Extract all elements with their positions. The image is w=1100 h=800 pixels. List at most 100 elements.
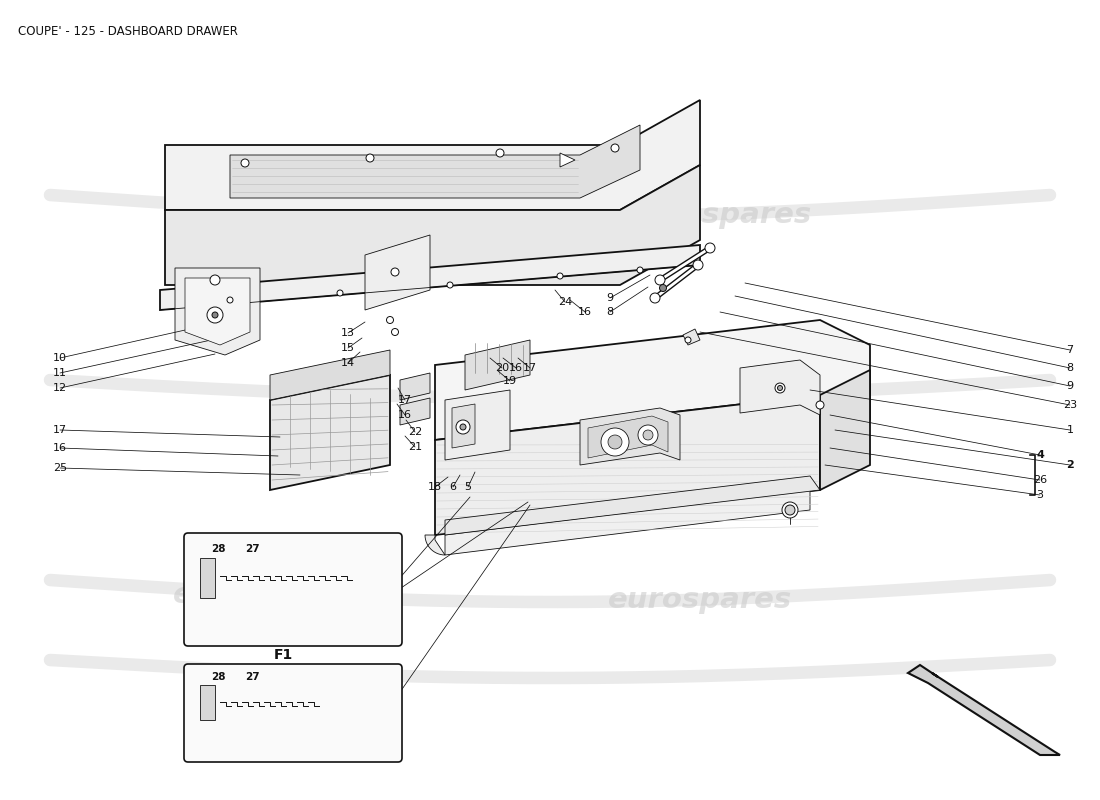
Text: eurospares: eurospares [173, 206, 358, 234]
Circle shape [390, 268, 399, 276]
Circle shape [778, 386, 782, 390]
Polygon shape [200, 685, 214, 720]
Polygon shape [185, 278, 250, 345]
Text: 28: 28 [211, 672, 226, 682]
Text: 27: 27 [244, 672, 260, 682]
Text: 23: 23 [1063, 400, 1077, 410]
Polygon shape [160, 245, 700, 310]
Polygon shape [400, 373, 430, 400]
Text: 20: 20 [495, 363, 509, 373]
Text: 25: 25 [53, 463, 67, 473]
Polygon shape [446, 390, 510, 460]
Circle shape [456, 420, 470, 434]
Circle shape [816, 401, 824, 409]
Polygon shape [683, 329, 700, 345]
Circle shape [601, 428, 629, 456]
Polygon shape [908, 665, 1060, 755]
Polygon shape [175, 268, 260, 355]
Text: 22: 22 [408, 427, 422, 437]
Text: 13: 13 [341, 328, 355, 338]
Polygon shape [165, 100, 700, 210]
Polygon shape [425, 535, 446, 555]
Text: 14: 14 [341, 358, 355, 368]
Text: eurospares: eurospares [173, 581, 358, 609]
Circle shape [386, 317, 394, 323]
Circle shape [705, 243, 715, 253]
Text: 6: 6 [450, 482, 456, 492]
Circle shape [782, 502, 797, 518]
Text: 5: 5 [464, 482, 472, 492]
Circle shape [496, 149, 504, 157]
Text: 7: 7 [1066, 345, 1074, 355]
Polygon shape [434, 320, 870, 440]
Text: COUPE' - 125 - DASHBOARD DRAWER: COUPE' - 125 - DASHBOARD DRAWER [18, 25, 238, 38]
Circle shape [608, 435, 622, 449]
Text: eurospares: eurospares [608, 586, 792, 614]
Text: 21: 21 [408, 442, 422, 452]
Polygon shape [446, 490, 810, 555]
Text: 9: 9 [606, 293, 614, 303]
Polygon shape [465, 340, 530, 390]
Text: 3: 3 [1036, 490, 1044, 500]
Polygon shape [580, 408, 680, 465]
Text: 26: 26 [1033, 475, 1047, 485]
Text: 8: 8 [606, 307, 614, 317]
Text: 17: 17 [398, 395, 412, 405]
Circle shape [776, 383, 785, 393]
Circle shape [610, 144, 619, 152]
Circle shape [557, 273, 563, 279]
Circle shape [785, 505, 795, 515]
Circle shape [392, 329, 398, 335]
Text: 27: 27 [244, 544, 260, 554]
Text: 24: 24 [558, 297, 572, 307]
Polygon shape [365, 235, 430, 310]
Polygon shape [230, 125, 640, 198]
Text: 10: 10 [53, 353, 67, 363]
FancyBboxPatch shape [184, 533, 402, 646]
Text: 28: 28 [211, 544, 226, 554]
Text: 2: 2 [1066, 460, 1074, 470]
Circle shape [693, 260, 703, 270]
Text: 17: 17 [522, 363, 537, 373]
Circle shape [241, 159, 249, 167]
Circle shape [210, 275, 220, 285]
Polygon shape [434, 395, 820, 535]
Text: 12: 12 [53, 383, 67, 393]
Polygon shape [740, 360, 820, 415]
Circle shape [460, 424, 466, 430]
Text: 15: 15 [341, 343, 355, 353]
Text: 11: 11 [53, 368, 67, 378]
Text: 9: 9 [1066, 381, 1074, 391]
Text: 4: 4 [1036, 450, 1044, 460]
Polygon shape [270, 375, 390, 490]
Text: 16: 16 [578, 307, 592, 317]
Text: eurospares: eurospares [628, 201, 812, 229]
Circle shape [227, 297, 233, 303]
Circle shape [212, 312, 218, 318]
Circle shape [207, 307, 223, 323]
Polygon shape [560, 153, 575, 167]
Circle shape [654, 275, 666, 285]
Circle shape [650, 293, 660, 303]
Text: 1: 1 [1067, 425, 1074, 435]
Text: 18: 18 [428, 482, 442, 492]
Polygon shape [446, 476, 820, 535]
Circle shape [366, 154, 374, 162]
Text: 8: 8 [1066, 363, 1074, 373]
Polygon shape [400, 398, 430, 425]
FancyBboxPatch shape [184, 664, 402, 762]
Text: 16: 16 [509, 363, 522, 373]
Text: 16: 16 [53, 443, 67, 453]
Polygon shape [820, 370, 870, 490]
Circle shape [337, 290, 343, 296]
Text: 16: 16 [398, 410, 412, 420]
Polygon shape [165, 165, 700, 285]
Text: 19: 19 [503, 376, 517, 386]
Circle shape [637, 267, 644, 273]
Text: 17: 17 [53, 425, 67, 435]
Circle shape [644, 430, 653, 440]
Polygon shape [200, 558, 214, 598]
Circle shape [660, 285, 667, 291]
Polygon shape [452, 404, 475, 448]
Circle shape [638, 425, 658, 445]
